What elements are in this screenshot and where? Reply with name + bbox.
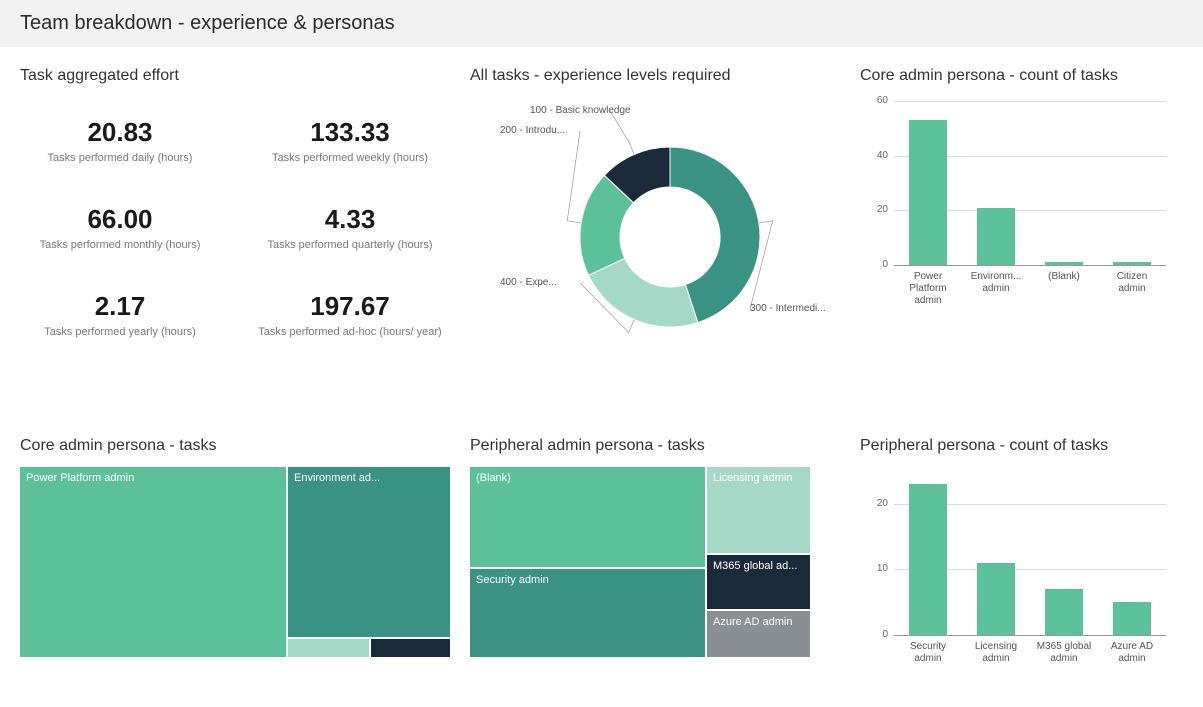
kpi-value: 20.83: [20, 117, 220, 148]
peripheral-treemap-visual[interactable]: Peripheral admin persona - tasks (Blank)…: [470, 437, 840, 687]
kpi-visual: Task aggregated effort 20.83 Tasks perfor…: [20, 67, 450, 397]
y-tick-label: 0: [882, 259, 888, 270]
donut-slice-label: 300 - Intermedi...: [750, 303, 826, 314]
kpi-value: 197.67: [250, 291, 450, 322]
core-treemap-visual[interactable]: Core admin persona - tasks Power Platfor…: [20, 437, 450, 687]
bar[interactable]: [1113, 262, 1150, 265]
treemap-cell[interactable]: Power Platform admin: [20, 467, 286, 657]
peripheral-treemap[interactable]: (Blank)Security adminLicensing adminM365…: [470, 467, 810, 657]
donut-slice[interactable]: [589, 258, 698, 327]
page-title: Team breakdown - experience & personas: [20, 12, 395, 34]
kpi-label: Tasks performed yearly (hours): [20, 326, 220, 338]
category-label: Citizen admin: [1102, 271, 1162, 295]
kpi-card: 197.67 Tasks performed ad-hoc (hours/ yea…: [250, 291, 450, 338]
peripheral-bar-title: Peripheral persona - count of tasks: [860, 437, 1190, 455]
donut-visual[interactable]: All tasks - experience levels required 1…: [470, 67, 840, 397]
category-label: (Blank): [1034, 271, 1094, 283]
bar[interactable]: [1113, 602, 1150, 635]
core-bar-title: Core admin persona - count of tasks: [860, 67, 1190, 85]
donut-chart[interactable]: 100 - Basic knowledge 200 - Introdu... 400…: [470, 97, 840, 377]
kpi-value: 133.33: [250, 117, 450, 148]
category-label: Environm... admin: [966, 271, 1026, 295]
y-tick-label: 40: [877, 150, 888, 161]
treemap-cell[interactable]: Licensing admin: [707, 467, 810, 553]
treemap-cell[interactable]: Azure AD admin: [707, 611, 810, 657]
treemap-cell[interactable]: Security admin: [470, 569, 705, 657]
y-tick-label: 20: [877, 204, 888, 215]
peripheral-treemap-title: Peripheral admin persona - tasks: [470, 437, 840, 455]
kpi-label: Tasks performed monthly (hours): [20, 239, 220, 251]
report-canvas: Task aggregated effort 20.83 Tasks perfor…: [0, 47, 1203, 707]
bar[interactable]: [909, 120, 946, 265]
kpi-value: 4.33: [250, 204, 450, 235]
kpi-card: 20.83 Tasks performed daily (hours): [20, 117, 220, 164]
category-label: Azure AD admin: [1102, 641, 1162, 665]
bar[interactable]: [909, 484, 946, 635]
kpi-card: 2.17 Tasks performed yearly (hours): [20, 291, 220, 338]
y-tick-label: 60: [877, 95, 888, 106]
category-label: Power Platform admin: [898, 271, 958, 307]
kpi-label: Tasks performed quarterly (hours): [250, 239, 450, 251]
page-title-bar: Team breakdown - experience & personas: [0, 0, 1203, 47]
kpi-card: 66.00 Tasks performed monthly (hours): [20, 204, 220, 251]
bar[interactable]: [977, 208, 1014, 265]
donut-slice-label: 200 - Introdu...: [500, 125, 565, 136]
core-bar-visual[interactable]: Core admin persona - count of tasks 0 20 4…: [860, 67, 1190, 397]
y-tick-label: 0: [882, 629, 888, 640]
kpi-label: Tasks performed weekly (hours): [250, 152, 450, 164]
kpi-card: 4.33 Tasks performed quarterly (hours): [250, 204, 450, 251]
treemap-cell[interactable]: [371, 639, 450, 657]
treemap-cell[interactable]: M365 global ad...: [707, 555, 810, 609]
kpi-value: 2.17: [20, 291, 220, 322]
treemap-cell[interactable]: (Blank): [470, 467, 705, 567]
kpi-grid: 20.83 Tasks performed daily (hours) 133.33…: [20, 97, 450, 338]
kpi-label: Tasks performed ad-hoc (hours/ year): [250, 326, 450, 338]
donut-title: All tasks - experience levels required: [470, 67, 840, 85]
category-label: Licensing admin: [966, 641, 1026, 665]
core-treemap[interactable]: Power Platform adminEnvironment ad...: [20, 467, 450, 657]
donut-slice-label: 400 - Expe...: [500, 277, 557, 288]
y-tick-label: 20: [877, 498, 888, 509]
treemap-cell[interactable]: Environment ad...: [288, 467, 450, 637]
core-bar-chart[interactable]: 0 20 40 60 Power Platform admin Environm... a…: [860, 97, 1170, 327]
kpi-card: 133.33 Tasks performed weekly (hours): [250, 117, 450, 164]
core-treemap-title: Core admin persona - tasks: [20, 437, 450, 455]
donut-slice-label: 100 - Basic knowledge: [530, 105, 631, 116]
peripheral-bar-chart[interactable]: 0 10 20 Security admin Licensing admin M365 g…: [860, 467, 1170, 697]
kpi-value: 66.00: [20, 204, 220, 235]
category-label: Security admin: [898, 641, 958, 665]
peripheral-bar-visual[interactable]: Peripheral persona - count of tasks 0 10 2…: [860, 437, 1190, 687]
kpi-title: Task aggregated effort: [20, 67, 450, 85]
category-label: M365 global admin: [1034, 641, 1094, 665]
bar[interactable]: [1045, 589, 1082, 635]
bar[interactable]: [1045, 262, 1082, 265]
bar[interactable]: [977, 563, 1014, 635]
y-tick-label: 10: [877, 563, 888, 574]
kpi-label: Tasks performed daily (hours): [20, 152, 220, 164]
treemap-cell[interactable]: [288, 639, 369, 657]
